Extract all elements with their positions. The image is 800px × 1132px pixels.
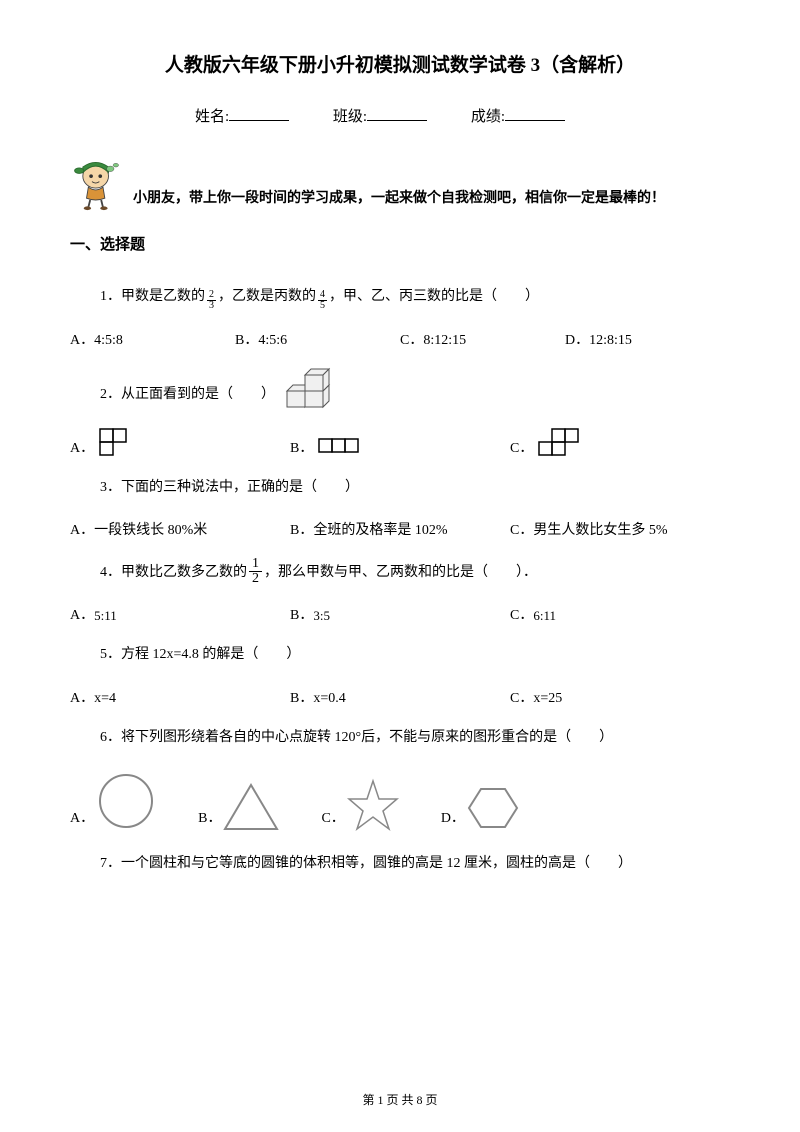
- q3-text: 3．下面的三种说法中，正确的是（ ）: [100, 475, 730, 502]
- encourage-text: 小朋友，带上你一段时间的学习成果，一起来做个自我检测吧，相信你一定是最棒的！: [133, 187, 665, 211]
- star-icon: [345, 777, 401, 833]
- page-title: 人教版六年级下册小升初模拟测试数学试卷 3（含解析）: [70, 50, 730, 77]
- q7-text: 7．一个圆柱和与它等底的圆锥的体积相等，圆锥的高是 12 厘米，圆柱的高是（ ）: [100, 851, 730, 878]
- mascot-icon: [70, 156, 125, 211]
- circle-icon: [94, 769, 158, 833]
- q5-opt-b[interactable]: B．x=0.4: [290, 687, 510, 707]
- score-blank[interactable]: [505, 120, 565, 121]
- triangle-icon: [221, 781, 281, 833]
- q3-opt-b[interactable]: B．全班的及格率是 102%: [290, 519, 510, 539]
- name-blank[interactable]: [229, 120, 289, 121]
- question-6: 6．将下列图形绕着各自的中心点旋转 120°后，不能与原来的图形重合的是（ ）: [70, 725, 730, 752]
- q4-opt-a[interactable]: A．5:11: [70, 604, 290, 624]
- q2-shape-a: [98, 427, 142, 457]
- q4-options: A．5:11 B．3:5 C．6:11: [70, 604, 730, 624]
- q6-opt-a[interactable]: A．: [70, 769, 158, 833]
- q6-options: A． B． C． D．: [70, 769, 730, 833]
- q4-opt-c[interactable]: C．6:11: [510, 604, 730, 624]
- section-1-heading: 一、选择题: [70, 233, 730, 254]
- q4-frac: 12: [249, 557, 262, 586]
- cubes-icon: [281, 367, 337, 409]
- q4-opt-b[interactable]: B．3:5: [290, 604, 510, 624]
- q2-shape-b: [317, 437, 361, 457]
- q1-opt-a[interactable]: A．4:5:8: [70, 329, 235, 349]
- q1-opt-d[interactable]: D．12:8:15: [565, 329, 730, 349]
- q4-pre: 4．甲数比乙数多乙数的: [100, 560, 247, 587]
- question-7: 7．一个圆柱和与它等底的圆锥的体积相等，圆锥的高是 12 厘米，圆柱的高是（ ）: [70, 851, 730, 878]
- q6-opt-d[interactable]: D．: [441, 783, 521, 833]
- q2-text: 2．从正面看到的是（ ）: [100, 382, 275, 409]
- q6-opt-b[interactable]: B．: [198, 781, 281, 833]
- q6-text: 6．将下列图形绕着各自的中心点旋转 120°后，不能与原来的图形重合的是（ ）: [100, 725, 730, 752]
- q5-text: 5．方程 12x=4.8 的解是（ ）: [100, 642, 730, 669]
- class-blank[interactable]: [367, 120, 427, 121]
- q5-options: A．x=4 B．x=0.4 C．x=25: [70, 687, 730, 707]
- q2-shape-c: [537, 427, 581, 457]
- q2-opt-c[interactable]: C．: [510, 427, 730, 457]
- q1-options: A．4:5:8 B．4:5:6 C．8:12:15 D．12:8:15: [70, 329, 730, 349]
- q5-opt-a[interactable]: A．x=4: [70, 687, 290, 707]
- class-label: 班级:: [333, 109, 367, 125]
- q6-opt-c[interactable]: C．: [321, 777, 400, 833]
- question-1: 1．甲数是乙数的 23 ，乙数是丙数的 45 ，甲、乙、丙三数的比是（ ）: [70, 284, 730, 311]
- mascot-row: 小朋友，带上你一段时间的学习成果，一起来做个自我检测吧，相信你一定是最棒的！: [70, 156, 730, 211]
- q1-post: ，甲、乙、丙三数的比是（ ）: [329, 284, 539, 311]
- name-label: 姓名:: [195, 109, 229, 125]
- q4-post: ，那么甲数与甲、乙两数和的比是（ ）．: [264, 560, 537, 587]
- q5-opt-c[interactable]: C．x=25: [510, 687, 730, 707]
- hexagon-icon: [465, 783, 521, 833]
- q2-options: A． B． C．: [70, 427, 730, 457]
- question-3: 3．下面的三种说法中，正确的是（ ）: [70, 475, 730, 502]
- q2-opt-a[interactable]: A．: [70, 427, 290, 457]
- q2-opt-b[interactable]: B．: [290, 427, 510, 457]
- q1-frac2: 45: [318, 290, 327, 311]
- info-line: 姓名: 班级: 成绩:: [70, 105, 730, 126]
- q1-frac1: 23: [207, 290, 216, 311]
- q3-opt-a[interactable]: A．一段铁线长 80%米: [70, 519, 290, 539]
- question-4: 4．甲数比乙数多乙数的 12 ，那么甲数与甲、乙两数和的比是（ ）．: [70, 557, 730, 586]
- q3-opt-c[interactable]: C．男生人数比女生多 5%: [510, 519, 730, 539]
- question-5: 5．方程 12x=4.8 的解是（ ）: [70, 642, 730, 669]
- question-2: 2．从正面看到的是（ ）: [70, 367, 730, 409]
- q1-opt-b[interactable]: B．4:5:6: [235, 329, 400, 349]
- q1-mid: ，乙数是丙数的: [218, 284, 316, 311]
- q1-pre: 1．甲数是乙数的: [100, 284, 205, 311]
- q3-options: A．一段铁线长 80%米 B．全班的及格率是 102% C．男生人数比女生多 5…: [70, 519, 730, 539]
- q1-opt-c[interactable]: C．8:12:15: [400, 329, 565, 349]
- score-label: 成绩:: [471, 109, 505, 125]
- page-footer: 第 1 页 共 8 页: [0, 1091, 800, 1108]
